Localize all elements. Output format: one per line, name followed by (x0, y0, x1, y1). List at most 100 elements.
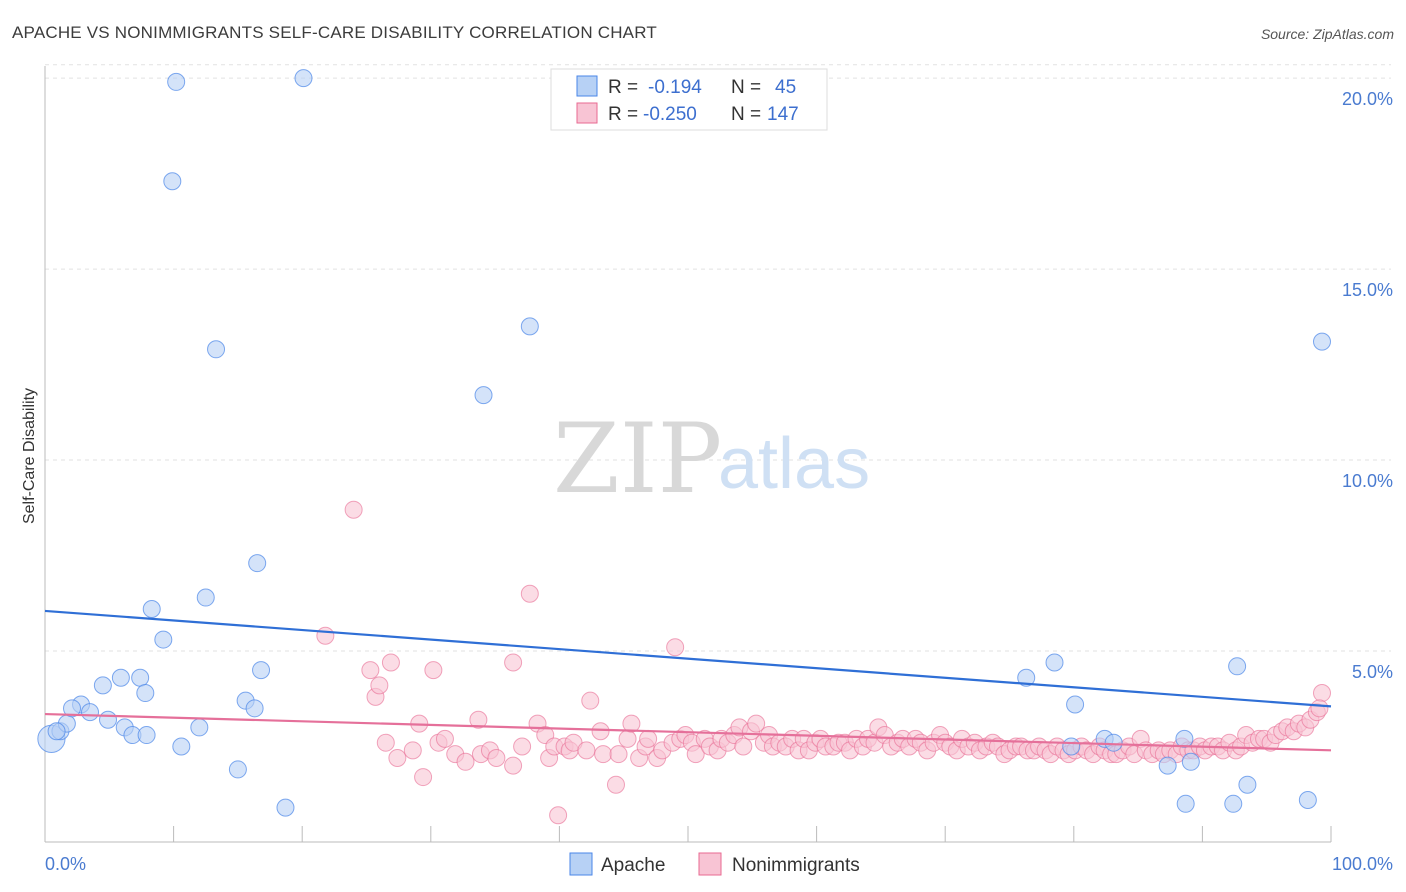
watermark: ZIP atlas (553, 403, 870, 515)
apache-point (520, 317, 539, 336)
apache-point (1158, 756, 1177, 775)
apache-point (1176, 794, 1195, 813)
nonimmigrants-point (403, 741, 422, 760)
nonimmigrants-point (469, 710, 488, 729)
apache-point (1175, 729, 1194, 748)
nonimmigrants-point (594, 745, 613, 764)
y-tick-label: 5.0% (1352, 662, 1393, 682)
apache-point (63, 699, 82, 718)
apache-point (81, 703, 100, 722)
nonimmigrants-point (609, 745, 628, 764)
stats-legend: R = -0.194 N = 45 R = -0.250 N = 147 (550, 68, 828, 131)
apache-point (142, 600, 161, 619)
nonimmigrants-point (388, 748, 407, 767)
x-tick-labels: 0.0% 100.0% (45, 854, 1393, 874)
apache-point (276, 798, 295, 817)
apache-point (1238, 775, 1257, 794)
nonimmigrants-point (316, 626, 335, 645)
nonimmigrants-point (344, 500, 363, 519)
nonimmigrants-r-value: -0.250 (643, 104, 697, 125)
nonimmigrants-point (549, 806, 568, 825)
axes (44, 66, 1332, 843)
nonimmigrants-point (1310, 699, 1329, 718)
nonimmigrants-point (376, 733, 395, 752)
apache-point (1298, 790, 1317, 809)
nonimmigrants-point (414, 768, 433, 787)
apache-legend-swatch (576, 75, 598, 97)
nonimmigrants-n-value: 147 (767, 104, 799, 125)
apache-point (163, 172, 182, 191)
apache-point (131, 668, 150, 687)
nonimmigrants-trend-line (44, 712, 1332, 752)
gridlines (45, 64, 1391, 652)
nonimmigrants-bottom-swatch (698, 852, 722, 876)
apache-point (167, 72, 186, 91)
nonimmigrants-point (747, 714, 766, 733)
apache-point (228, 760, 247, 779)
apache-points (37, 69, 1331, 817)
nonimmigrants-point (456, 752, 475, 771)
apache-point (1062, 737, 1081, 756)
apache-n-value: 45 (775, 77, 796, 98)
nonimmigrants-point (370, 676, 389, 695)
apache-point (474, 386, 493, 405)
watermark-atlas: atlas (718, 424, 870, 504)
apache-point (172, 737, 191, 756)
apache-point (154, 630, 173, 649)
nonimmigrants-point (734, 737, 753, 756)
apache-point (93, 676, 112, 695)
series-legend: Apache Nonimmigrants (569, 852, 860, 876)
nonimmigrants-point (504, 756, 523, 775)
nonimmigrants-legend-label: Nonimmigrants (732, 855, 860, 876)
y-tick-label: 15.0% (1342, 280, 1393, 300)
apache-trend-line (44, 609, 1332, 708)
nonimmigrants-point (1312, 684, 1331, 703)
nonimmigrants-point (513, 737, 532, 756)
nonimmigrants-point (504, 653, 523, 672)
chart-title: APACHE VS NONIMMIGRANTS SELF-CARE DISABI… (12, 23, 657, 42)
apache-point (1228, 657, 1247, 676)
y-tick-labels: 5.0% 10.0% 15.0% 20.0% (1342, 89, 1393, 682)
y-axis-label: Self-Care Disability (21, 388, 38, 524)
nonimmigrants-point (577, 741, 596, 760)
nonimmigrants-point (622, 714, 641, 733)
apache-n-label: N = (731, 77, 761, 98)
apache-point (1224, 794, 1243, 813)
apache-point (1045, 653, 1064, 672)
x-tick-label-min: 0.0% (45, 854, 86, 874)
y-tick-label: 10.0% (1342, 471, 1393, 491)
apache-point (111, 668, 130, 687)
apache-point (1017, 668, 1036, 687)
nonimmigrants-n-label: N = (731, 104, 761, 125)
apache-point (294, 69, 313, 88)
nonimmigrants-point (435, 729, 454, 748)
apache-point (190, 718, 209, 737)
nonimmigrants-point (639, 729, 658, 748)
apache-point (245, 699, 264, 718)
apache-point (1104, 733, 1123, 752)
nonimmigrants-point (381, 653, 400, 672)
watermark-zip: ZIP (553, 403, 722, 515)
x-tick-label-max: 100.0% (1332, 854, 1393, 874)
apache-point (196, 588, 215, 607)
apache-point (252, 661, 271, 680)
apache-point (137, 726, 156, 745)
nonimmigrants-legend-swatch (576, 102, 598, 124)
apache-point (136, 684, 155, 703)
apache-legend-label: Apache (601, 855, 665, 876)
nonimmigrants-point (606, 775, 625, 794)
apache-point (99, 710, 118, 729)
apache-point (207, 340, 226, 359)
apache-point (1312, 332, 1331, 351)
nonimmigrants-point (666, 638, 685, 657)
nonimmigrants-point (686, 745, 705, 764)
nonimmigrants-point (581, 691, 600, 710)
nonimmigrants-point (361, 661, 380, 680)
apache-point (1181, 752, 1200, 771)
nonimmigrants-point (424, 661, 443, 680)
y-tick-label: 20.0% (1342, 89, 1393, 109)
apache-r-value: -0.194 (648, 77, 702, 98)
nonimmigrants-r-label: R = (608, 104, 638, 125)
nonimmigrants-point (520, 584, 539, 603)
